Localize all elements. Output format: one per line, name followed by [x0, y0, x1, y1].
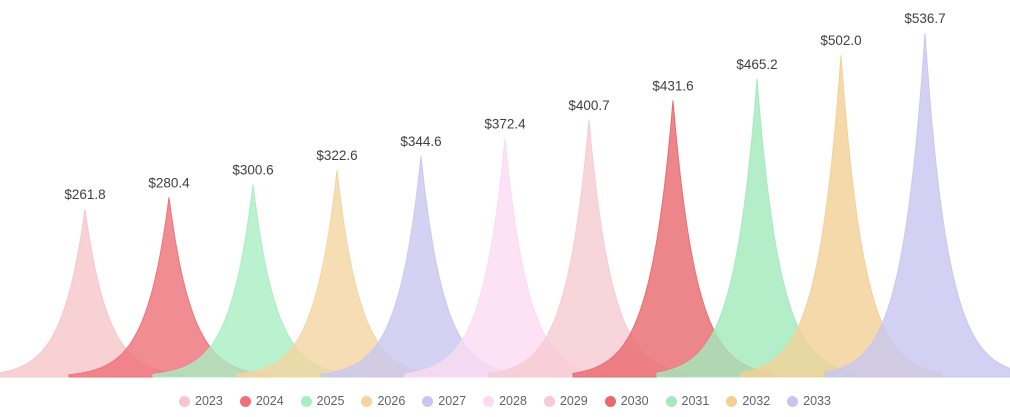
value-label-2029: $400.7	[568, 98, 609, 113]
legend-item-2031[interactable]: 2031	[665, 393, 710, 408]
legend-dot-2031	[665, 395, 677, 407]
value-label-2031: $465.2	[736, 57, 777, 72]
value-label-2024: $280.4	[148, 175, 190, 190]
legend-item-2030[interactable]: 2030	[604, 393, 649, 408]
legend-item-2029[interactable]: 2029	[543, 393, 588, 408]
value-label-2028: $372.4	[484, 116, 526, 131]
peak-series-2033[interactable]	[824, 32, 1010, 378]
legend-dot-2030	[604, 395, 616, 407]
peaks-plot-area: $261.8 $280.4 $300.6 $322.6 $344.6 $372.4 $400…	[0, 11, 1010, 378]
value-label-2023: $261.8	[64, 187, 105, 202]
legend-dot-2033	[787, 395, 799, 407]
legend-item-2025[interactable]: 2025	[300, 393, 345, 408]
chart-legend: 2023 2024 2025 2026 2027 2028 2029 2030 2031 2032…	[0, 385, 1010, 417]
legend-label-2030: 2030	[620, 393, 649, 408]
legend-item-2026[interactable]: 2026	[361, 395, 405, 408]
legend-item-2032[interactable]: 2032	[726, 395, 770, 408]
legend-dot-2025	[300, 395, 312, 407]
legend-label-2028: 2028	[499, 393, 527, 408]
legend-dot-2027	[422, 395, 434, 407]
legend-dot-2026	[361, 395, 373, 407]
legend-item-2033[interactable]: 2033	[787, 395, 831, 408]
legend-label-2025: 2025	[316, 393, 345, 408]
legend-dot-2029	[543, 395, 555, 407]
value-label-2025: $300.6	[232, 162, 273, 177]
value-label-2026: $322.6	[316, 148, 357, 163]
legend-label-2029: 2029	[559, 393, 588, 408]
legend-label-2027: 2027	[438, 393, 467, 408]
legend-dot-2028	[483, 395, 495, 407]
legend-item-2027[interactable]: 2027	[422, 395, 466, 408]
value-label-2027: $344.6	[400, 134, 441, 149]
legend-dot-2032	[726, 395, 738, 407]
legend-dot-2023	[179, 395, 191, 407]
legend-label-2032: 2032	[742, 393, 771, 408]
legend-label-2023: 2023	[195, 393, 223, 408]
legend-label-2024: 2024	[255, 393, 284, 408]
value-label-2032: $502.0	[820, 33, 861, 48]
legend-item-2024[interactable]: 2024	[239, 393, 284, 408]
legend-label-2026: 2026	[377, 393, 406, 408]
legend-label-2033: 2033	[803, 393, 831, 408]
legend-item-2028[interactable]: 2028	[483, 395, 527, 408]
legend-item-2023[interactable]: 2023	[179, 395, 223, 408]
legend-dot-2024	[239, 395, 251, 407]
value-label-2033: $536.7	[904, 11, 945, 26]
legend-label-2031: 2031	[681, 393, 710, 408]
value-label-2030: $431.6	[652, 78, 693, 93]
